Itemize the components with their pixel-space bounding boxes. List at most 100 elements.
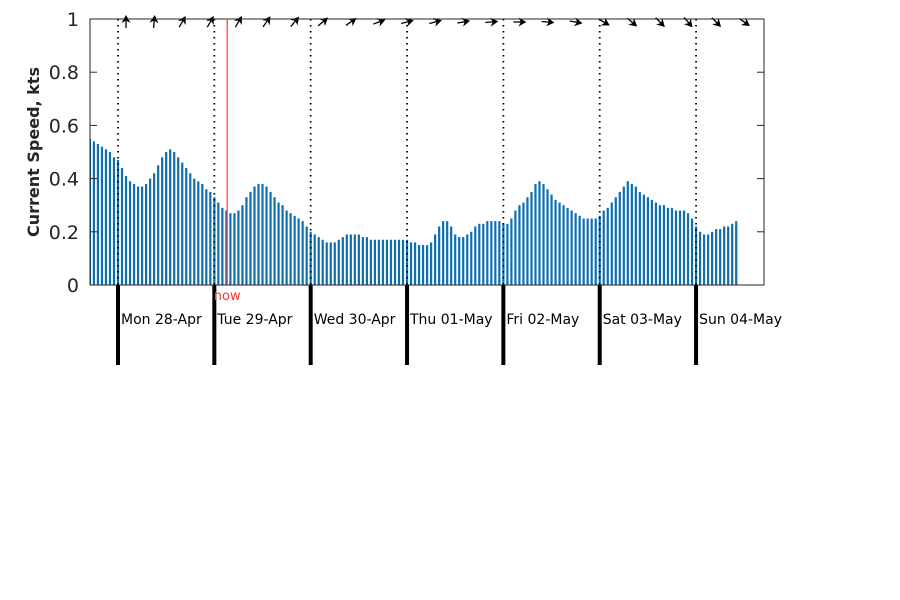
speed-bar xyxy=(329,242,332,285)
speed-bar xyxy=(112,157,116,285)
speed-bar xyxy=(622,186,625,285)
speed-bar xyxy=(614,197,617,285)
direction-arrow xyxy=(598,17,610,26)
speed-bar xyxy=(630,183,633,285)
speed-bar xyxy=(257,183,260,285)
speed-bar xyxy=(506,223,509,285)
speed-bar xyxy=(104,149,108,285)
now-label: now xyxy=(214,289,241,304)
speed-bar xyxy=(482,223,485,285)
speed-bar xyxy=(341,237,344,285)
speed-bar xyxy=(638,191,641,285)
direction-arrow xyxy=(738,17,750,27)
speed-bar xyxy=(702,234,706,285)
speed-bar xyxy=(132,183,136,285)
speed-bar xyxy=(470,231,473,285)
speed-bar xyxy=(100,146,104,285)
speed-bar xyxy=(466,234,469,285)
speed-bar xyxy=(293,215,296,285)
speed-bar xyxy=(450,226,453,285)
speed-bar xyxy=(136,186,140,285)
direction-arrow xyxy=(711,17,722,27)
speed-bar xyxy=(301,221,304,285)
direction-arrow xyxy=(262,16,271,28)
y-axis-label: Current Speed, kts xyxy=(24,67,43,237)
speed-bar xyxy=(421,245,425,285)
speed-bar xyxy=(498,221,501,285)
speed-bar xyxy=(116,159,120,285)
speed-bar xyxy=(289,213,292,285)
speed-bar xyxy=(253,186,256,285)
speed-bar xyxy=(626,181,629,285)
direction-arrow xyxy=(149,15,159,29)
speed-bar xyxy=(193,178,196,285)
speed-bar xyxy=(707,234,710,285)
direction-arrow xyxy=(121,15,131,28)
speed-bar xyxy=(678,210,682,285)
speed-bar xyxy=(209,191,212,285)
speed-bar xyxy=(217,202,220,285)
y-tick-label: 0 xyxy=(67,275,79,297)
speed-bar xyxy=(690,218,694,285)
speed-bar xyxy=(590,218,593,285)
speed-bar xyxy=(108,152,112,285)
direction-arrow xyxy=(513,17,527,27)
direction-arrow xyxy=(683,16,693,28)
speed-bar xyxy=(120,167,124,285)
speed-bar xyxy=(277,202,280,285)
speed-bar xyxy=(357,234,360,285)
speed-bar xyxy=(430,242,433,285)
speed-bar xyxy=(610,202,613,285)
y-tick-label: 0.6 xyxy=(49,115,79,137)
speed-bar xyxy=(478,223,481,285)
y-tick-label: 0.4 xyxy=(49,169,79,191)
speed-bar xyxy=(269,191,272,285)
direction-arrow xyxy=(655,17,665,27)
speed-bar xyxy=(442,221,445,285)
direction-arrow xyxy=(290,16,300,28)
speed-bar xyxy=(682,210,686,285)
speed-bar xyxy=(518,205,521,285)
y-tick-label: 0.8 xyxy=(49,62,79,84)
speed-bar xyxy=(602,210,605,285)
speed-bar xyxy=(586,218,589,285)
plot-area-frame xyxy=(89,18,765,286)
speed-bar xyxy=(245,197,248,285)
speed-bar xyxy=(654,202,658,285)
speed-bar xyxy=(145,183,148,285)
direction-arrow xyxy=(373,18,386,27)
speed-bar xyxy=(598,215,601,285)
speed-bar xyxy=(281,205,284,285)
speed-bar xyxy=(205,189,208,285)
speed-bar xyxy=(197,181,200,285)
speed-bar xyxy=(161,157,164,285)
speed-bar xyxy=(642,194,645,285)
speed-bar xyxy=(566,207,569,285)
day-dividers xyxy=(116,19,699,365)
direction-arrow xyxy=(345,17,357,27)
speed-bar xyxy=(365,237,368,285)
speed-bar xyxy=(369,239,373,285)
speed-bar xyxy=(221,207,224,285)
speed-bar xyxy=(634,186,637,285)
speed-bar xyxy=(337,239,340,285)
speed-bar xyxy=(426,245,429,285)
speed-bar xyxy=(674,210,678,285)
speed-bar xyxy=(526,197,529,285)
speed-bar xyxy=(454,234,457,285)
speed-bar xyxy=(297,218,300,285)
direction-arrow xyxy=(457,17,471,27)
speed-bar xyxy=(723,226,726,285)
speed-bar xyxy=(409,242,413,285)
speed-bar xyxy=(594,218,597,285)
speed-bar xyxy=(173,152,176,285)
speed-bar xyxy=(313,234,316,285)
speed-bar xyxy=(658,205,662,285)
speed-bar xyxy=(650,199,654,285)
day-label: Sun 04-May xyxy=(699,312,782,328)
speed-bar xyxy=(233,213,236,285)
speed-bar xyxy=(157,165,160,285)
day-label: Thu 01-May xyxy=(409,312,493,328)
speed-bar xyxy=(225,210,228,285)
y-axis-ticks: 0 0.2 0.4 0.6 0.8 1 xyxy=(49,9,764,297)
